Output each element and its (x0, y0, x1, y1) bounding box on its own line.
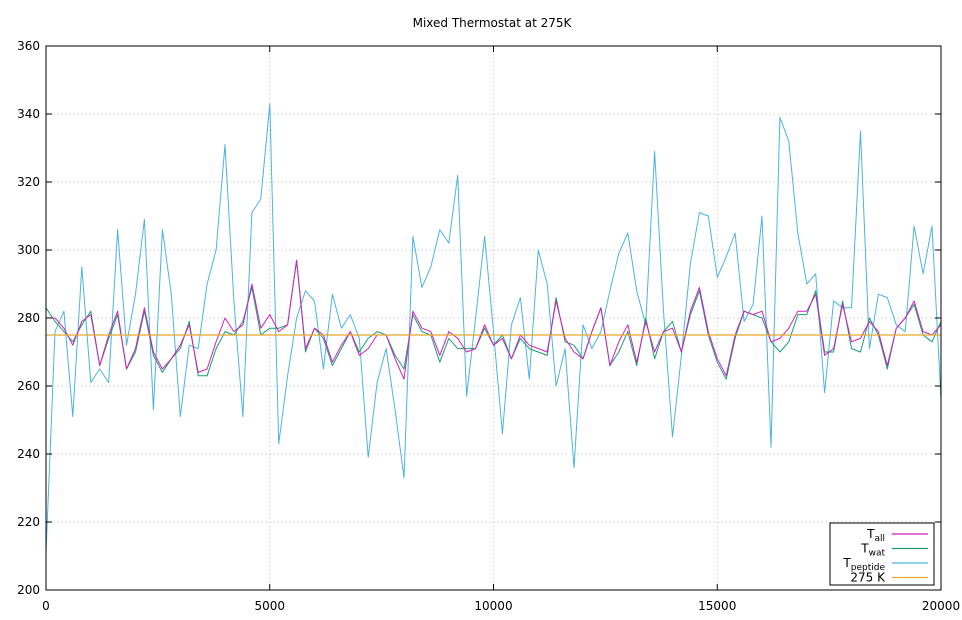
x-tick-label: 5000 (254, 599, 285, 613)
x-tick-label: 10000 (474, 599, 512, 613)
legend-label-t-peptide: Tpeptide (842, 556, 885, 573)
legend-label-t-all: Tall (866, 527, 885, 544)
y-tick-label: 280 (17, 311, 40, 325)
y-tick-label: 300 (17, 243, 40, 257)
y-tick-label: 340 (17, 107, 40, 121)
series-lines (45, 103, 942, 553)
y-tick-label: 360 (17, 39, 40, 53)
y-tick-label: 200 (17, 583, 40, 597)
legend-label-t-wat: Twat (860, 542, 885, 559)
y-tick-label: 260 (17, 379, 40, 393)
grid (46, 46, 941, 590)
y-tick-label: 240 (17, 447, 40, 461)
legend-box (829, 522, 935, 586)
x-tick-label: 15000 (698, 599, 736, 613)
series-line-t-peptide (45, 103, 942, 553)
x-tick-label: 0 (42, 599, 50, 613)
legend-label-275-k: 275 K (850, 571, 886, 585)
y-tick-label: 220 (17, 515, 40, 529)
y-tick-label: 320 (17, 175, 40, 189)
chart-title: Mixed Thermostat at 275K (413, 16, 573, 30)
axis-ticks: 0 5000 10000 15000 20000 200 220 240 260 280 300 32… (17, 39, 960, 613)
x-tick-label: 20000 (922, 599, 960, 613)
series-line-t-all (46, 259, 942, 380)
